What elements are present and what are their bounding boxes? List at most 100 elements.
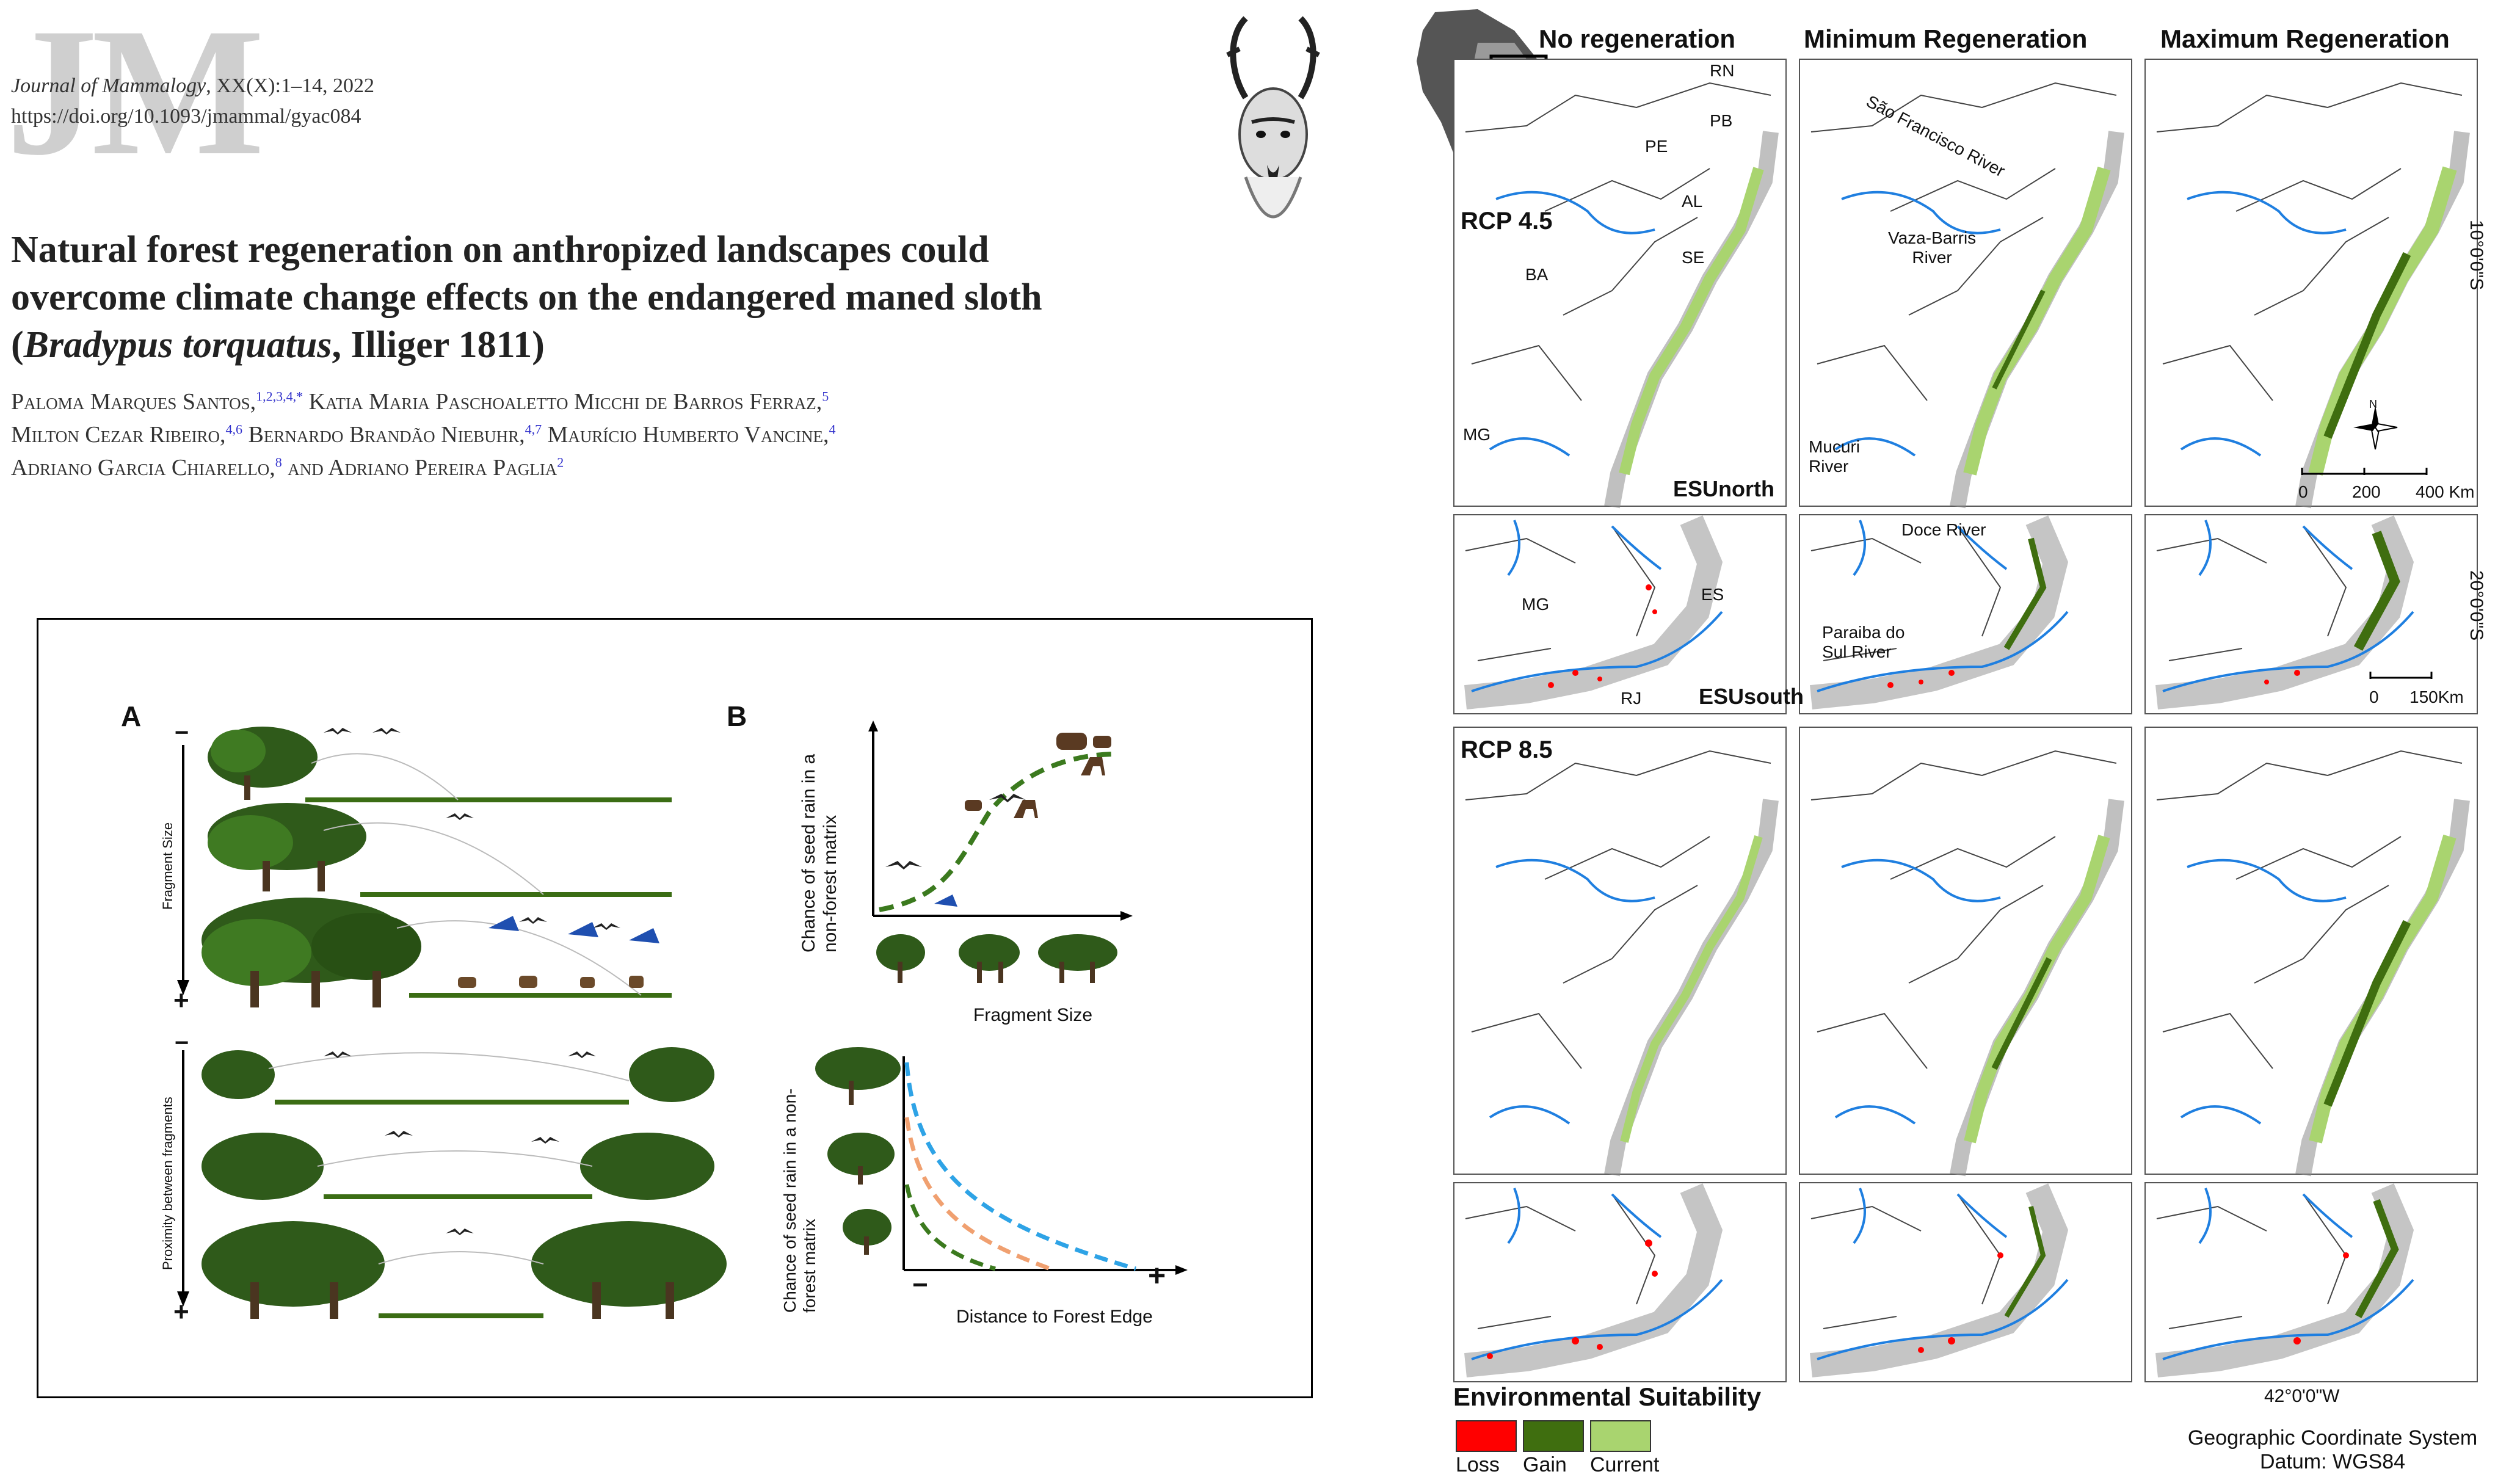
rcp45-north-max-regen-map [2157, 83, 2462, 507]
scale-south-150: 150Km [2409, 688, 2464, 706]
author-name: Maurício Humberto Vancine, [542, 421, 829, 448]
rcp85-south-max-regen-map [2157, 1188, 2413, 1365]
proximity-plus: + [173, 1297, 189, 1327]
rcp85-label: RCP 8.5 [1461, 736, 1553, 763]
state-label-pe: PE [1645, 137, 1668, 156]
state-label-al: AL [1682, 192, 1703, 211]
latitude-20s-label: 20°0'0"S [2466, 570, 2486, 641]
river-label-mucuri: Mucuri River [1809, 437, 1861, 476]
rcp45-north-no-regen-map [1465, 83, 1771, 507]
north-arrow-label: N [2369, 398, 2377, 410]
forest-fragment-pair-near-icon [202, 1221, 727, 1319]
scale-bar-south [2369, 672, 2433, 679]
suitability-maps-overlay [1453, 59, 2479, 1384]
scale-north-0: 0 [2298, 482, 2308, 501]
crs-datum: Datum: WGS84 [2259, 1450, 2406, 1473]
latitude-10s-label: 10°0'0"S [2466, 220, 2486, 291]
distance-plus: + [1148, 1258, 1166, 1293]
map-rcp85-north-maximum-regeneration [2144, 727, 2478, 1175]
animal-icons [885, 733, 1111, 907]
author-name: and Adriano Pereira Paglia [281, 454, 557, 481]
large-fragment-curve [904, 1062, 1136, 1271]
legend-title: Environmental Suitability [1453, 1382, 1762, 1411]
author-name: Katia Maria Paschoaletto Micchi de Barro… [303, 389, 822, 415]
state-label-mg: MG [1463, 425, 1491, 444]
distance-minus: − [912, 1270, 928, 1300]
parrot-icon [488, 916, 659, 943]
panel-a-label: A [121, 700, 142, 732]
state-label-ba: BA [1525, 265, 1549, 284]
author-affiliation[interactable]: 4 [829, 421, 836, 437]
forest-fragment-medium-icon [208, 803, 366, 891]
forest-fragment-small-icon [208, 727, 318, 800]
panel-a-illustration [202, 727, 727, 1319]
fragment-size-tree-icons [876, 934, 1117, 983]
map-rcp45-north-no-regeneration [1453, 59, 1787, 507]
doi-link[interactable]: https://doi.org/10.1093/jmammal/gyac084 [11, 105, 361, 128]
chart2-y-label: Chance of seed rain in a non- forest mat… [780, 1088, 819, 1313]
esu-north-label: ESUnorth [1673, 476, 1774, 501]
fragment-size-minus: − [175, 719, 189, 746]
author-affiliation[interactable]: 8 [275, 454, 282, 470]
graphical-abstract-panel [37, 618, 1313, 1398]
author-affiliation[interactable]: 1,2,3,4,* [256, 388, 303, 404]
rcp85-north-min-regen-map [1811, 751, 2116, 1175]
author-affiliation[interactable]: 5 [822, 388, 829, 404]
author-name: Milton Cezar Ribeiro, [11, 421, 226, 448]
small-fragment-curve [904, 1184, 996, 1271]
state-label-se: SE [1682, 248, 1705, 267]
bird-flock-icon [324, 728, 620, 930]
seed-rain-distance-chart [815, 1047, 1188, 1275]
author-list: Paloma Marques Santos,1,2,3,4,* Katia Ma… [11, 386, 1171, 485]
legend-swatch-gain [1523, 1420, 1584, 1452]
author-affiliation[interactable]: 4,6 [225, 421, 242, 437]
legend-label-loss: Loss [1456, 1453, 1500, 1476]
legend-label-current: Current [1590, 1453, 1660, 1476]
map-rcp45-north-minimum-regeneration [1799, 59, 2132, 507]
chart2-x-label: Distance to Forest Edge [956, 1307, 1153, 1327]
rcp85-north-max-regen-map [2157, 751, 2462, 1175]
panel-a-arrows [177, 745, 189, 1307]
chart1-x-label: Fragment Size [973, 1005, 1093, 1025]
title-line-1: Natural forest regeneration on anthropiz… [11, 229, 989, 270]
journal-citation: Journal of Mammalogy, XX(X):1–14, 2022 [11, 74, 374, 98]
map-rcp45-north-maximum-regeneration [2144, 59, 2478, 507]
column-header-no-regeneration: No regeneration [1539, 24, 1736, 53]
longitude-42w-label: 42°0'0"W [2264, 1386, 2340, 1406]
author-affiliation[interactable]: 4,7 [525, 421, 542, 437]
medium-fragment-curve [904, 1117, 1051, 1271]
scale-north-200: 200 [2352, 482, 2381, 501]
fragment-size-plus: + [173, 985, 189, 1015]
seed-rain-fragment-chart [868, 720, 1133, 983]
journal-name: Journal of Mammalogy [11, 74, 206, 97]
journal-logo: JM [6, 0, 264, 193]
species-name: Bradypus torquatus [23, 324, 332, 366]
chart1-y-label: Chance of seed rain in a non-forest matr… [799, 753, 840, 953]
journal-volume: , XX(X):1–14, 2022 [206, 74, 374, 97]
author-affiliation[interactable]: 2 [557, 454, 564, 470]
state-label-pb: PB [1710, 111, 1733, 130]
author-name: Adriano Garcia Chiarello, [11, 454, 275, 481]
seed-rain-curve [879, 752, 1118, 912]
legend-swatch-current [1590, 1420, 1651, 1452]
scale-south-0: 0 [2369, 688, 2379, 706]
rcp45-south-no-regen-map [1465, 520, 1722, 697]
legend-swatch-loss [1456, 1420, 1517, 1452]
state-label-es: ES [1701, 585, 1724, 604]
author-name: Paloma Marques Santos, [11, 389, 256, 415]
title-line-2: overcome climate change effects on the e… [11, 277, 1042, 319]
author-name: Bernardo Brandão Niebuhr, [242, 421, 525, 448]
river-label-vaza-barris: Vaza-Barris River [1888, 228, 1977, 267]
rcp45-north-min-regen-map [1811, 83, 2116, 507]
proximity-axis-label: Proximity between fragments [160, 1097, 175, 1270]
forest-fragment-pair-mid-icon [202, 1133, 714, 1200]
pronghorn-logo-icon [1226, 16, 1320, 219]
scale-bar-north [2301, 468, 2428, 475]
north-arrow-icon [2353, 405, 2398, 450]
rcp85-south-min-regen-map [1811, 1188, 2068, 1365]
title-line-3: (Bradypus torquatus, Illiger 1811) [11, 324, 545, 366]
forest-fragment-large-icon [202, 898, 421, 1007]
rcp45-south-max-regen-map [2157, 520, 2413, 697]
rcp45-south-min-regen-map [1811, 520, 2068, 697]
panel-b-label: B [727, 700, 747, 732]
